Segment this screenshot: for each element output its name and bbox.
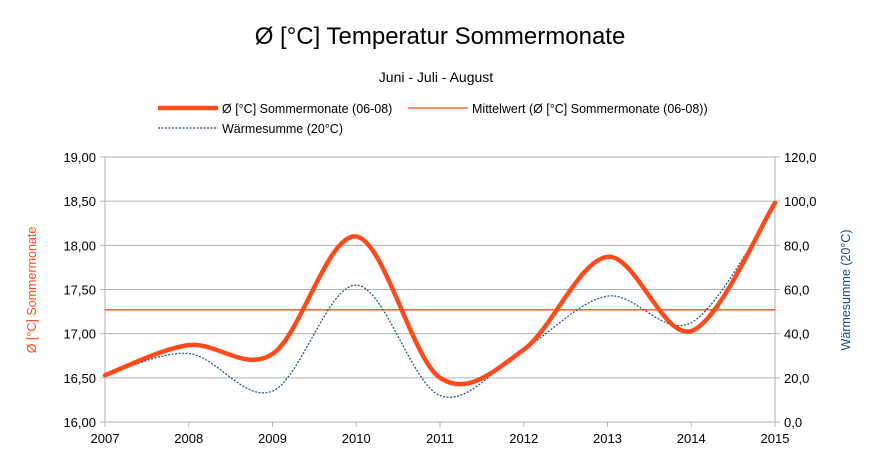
x-axis: 2007 2008 2009 2010 2011 2012 2013 2014 2015: [91, 422, 790, 446]
y-axis-left-label: Ø [°C] Sommermonate: [25, 227, 39, 354]
y-tick-left-label: 16,50: [63, 371, 96, 386]
y-axis-right-label: Wärmesumme (20°C): [839, 230, 853, 351]
gridlines: [105, 156, 775, 423]
y-tick-right-label: 100,0: [784, 194, 817, 209]
legend: Ø [°C] Sommermonate (06-08) Mittelwert (…: [158, 102, 708, 136]
x-tick-label: 2007: [91, 431, 120, 446]
series-temperature-line: [102, 200, 778, 387]
x-tick-label: 2011: [426, 431, 454, 446]
x-tick-label: 2008: [174, 431, 203, 446]
y-tick-right-label: 40,0: [784, 327, 809, 342]
y-tick-left-label: 17,50: [63, 283, 96, 298]
series-layer: [102, 200, 778, 398]
y-tick-right-label: 120,0: [784, 150, 817, 165]
y-tick-right-label: 80,0: [784, 238, 809, 253]
y-tick-right-label: 20,0: [784, 371, 809, 386]
legend-label-series-1: Ø [°C] Sommermonate (06-08): [222, 102, 392, 116]
series-heat-sum-line: [104, 205, 776, 398]
y-tick-left-label: 16,00: [63, 415, 96, 430]
y-tick-right-label: 0,0: [784, 415, 802, 430]
y-axis-left: 16,00 16,50 17,00 17,50 18,00 18,50 19,00: [63, 150, 105, 430]
legend-label-series-3: Wärmesumme (20°C): [222, 122, 343, 136]
x-tick-label: 2014: [677, 431, 706, 446]
chart-title: Ø [°C] Temperatur Sommermonate: [255, 23, 626, 50]
x-tick-label: 2012: [509, 431, 538, 446]
y-tick-left-label: 18,00: [63, 238, 96, 253]
chart-subtitle: Juni - Juli - August: [379, 69, 493, 85]
x-tick-label: 2009: [258, 431, 287, 446]
x-tick-label: 2015: [761, 431, 790, 446]
x-tick-label: 2010: [342, 431, 371, 446]
y-axis-right: 0,0 20,0 40,0 60,0 80,0 100,0 120,0: [775, 150, 817, 430]
y-tick-left-label: 19,00: [63, 150, 96, 165]
y-tick-left-label: 17,00: [63, 327, 96, 342]
x-tick-label: 2013: [593, 431, 622, 446]
y-tick-left-label: 18,50: [63, 194, 96, 209]
legend-label-series-2: Mittelwert (Ø [°C] Sommermonate (06-08)): [472, 102, 708, 116]
y-tick-right-label: 60,0: [784, 283, 809, 298]
